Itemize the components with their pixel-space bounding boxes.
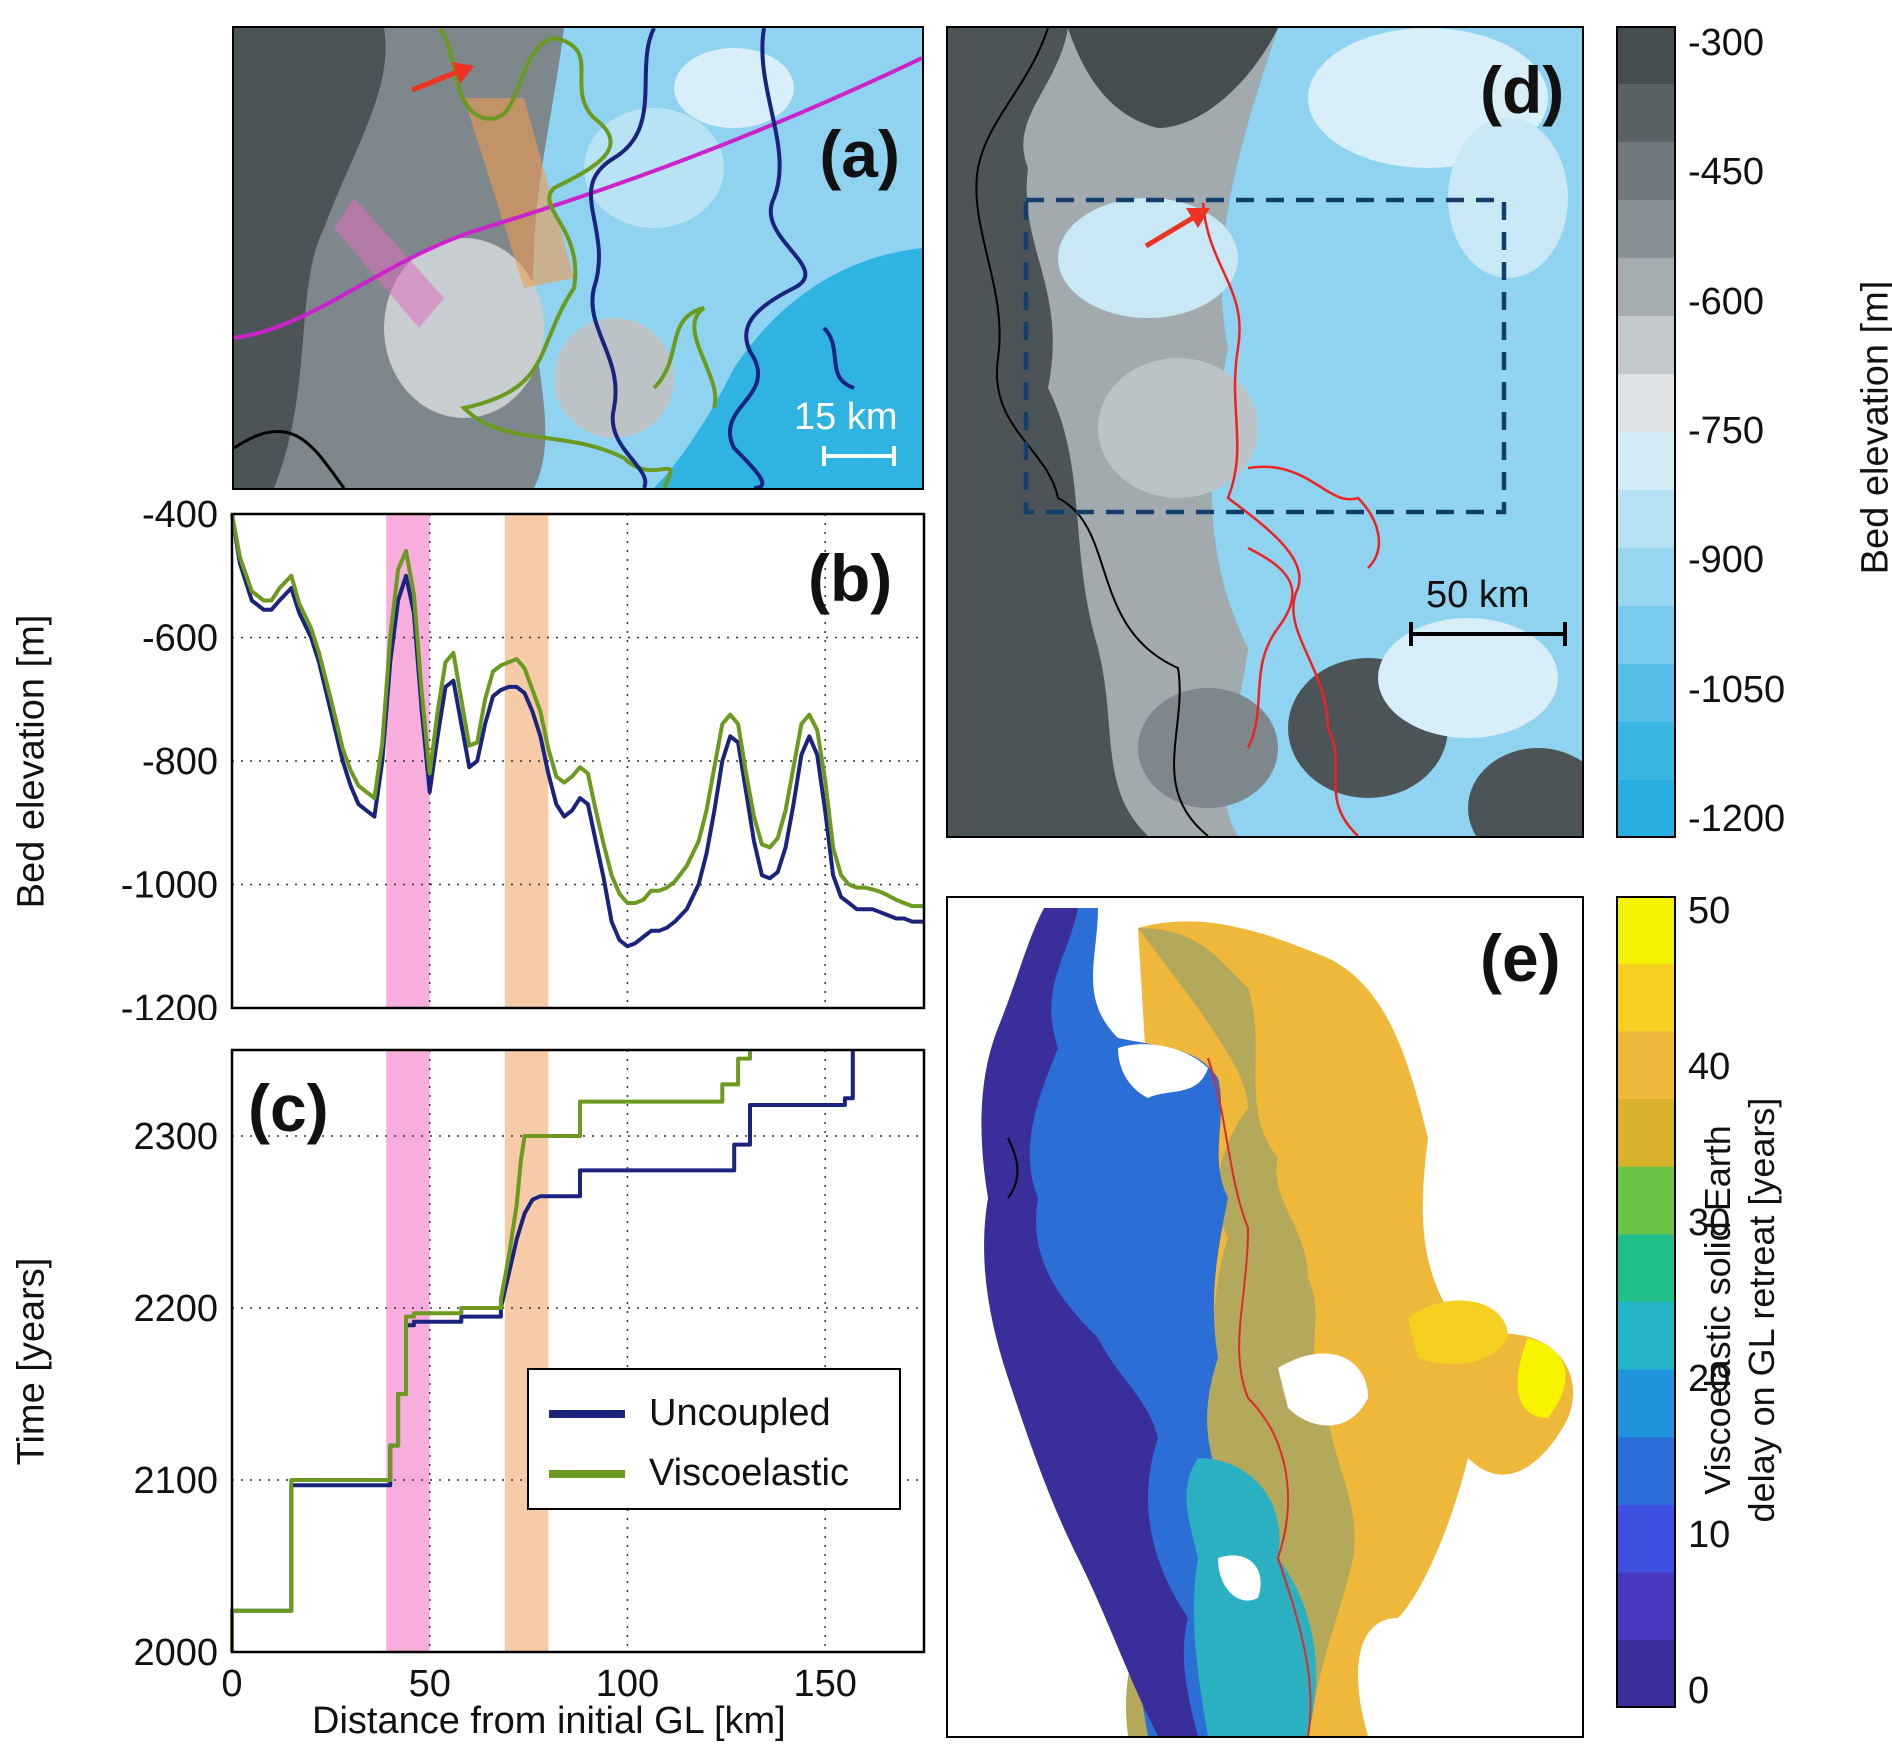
colorbar-tick-label: -600	[1688, 281, 1764, 324]
legend-swatch-viscoelastic	[549, 1470, 625, 1478]
panel-b-plot: -400 -600 -800 -1000 -1200	[0, 500, 930, 1020]
y-tick-label: -800	[142, 741, 218, 783]
y-tick-label: -400	[142, 500, 218, 536]
panel-c-label: (c)	[248, 1070, 329, 1146]
colorbar-swatch	[1616, 1302, 1676, 1370]
colorbar-swatch	[1616, 84, 1676, 143]
colorbar-swatch	[1616, 1031, 1676, 1099]
colorbar-swatch	[1616, 964, 1676, 1032]
colorbar-swatch	[1616, 432, 1676, 491]
panel-b-label: (b)	[808, 540, 892, 616]
y-tick-label: -600	[142, 618, 218, 660]
colorbar-tick-label: -450	[1688, 151, 1764, 194]
panel-e-label: (e)	[1480, 920, 1561, 996]
band-orange	[505, 1050, 548, 1652]
panel-e-delay-map	[948, 898, 1582, 1736]
y-tick-label: 2200	[133, 1288, 218, 1330]
colorbar-tick-label: -1050	[1688, 669, 1785, 712]
colorbar-tick-label: -1200	[1688, 798, 1785, 841]
panel-d-map: (d) 50 km	[946, 26, 1584, 838]
colorbar-swatch	[1616, 606, 1676, 665]
colorbar-swatch	[1616, 780, 1676, 838]
y-tick-label: 2000	[133, 1632, 218, 1674]
colorbar-tick-label: 0	[1688, 1670, 1709, 1713]
colorbar-tick-label: -750	[1688, 410, 1764, 453]
colorbar-swatch	[1616, 1640, 1676, 1708]
y-tick-label: 2300	[133, 1116, 218, 1158]
colorbar-swatch	[1616, 1167, 1676, 1235]
panel-a-map: (a) 15 km	[232, 26, 924, 490]
panel-d-label: (d)	[1480, 52, 1564, 128]
delay-colorbar-scale	[1616, 896, 1676, 1708]
colorbar-swatch	[1616, 548, 1676, 607]
panel-d-bed-map	[948, 28, 1582, 836]
panel-e-map: (e)	[946, 896, 1584, 1738]
plot-frame	[232, 1050, 924, 1652]
bed-colorbar-label: Bed elevation [m]	[1855, 178, 1892, 678]
legend-label-uncoupled: Uncoupled	[649, 1392, 831, 1435]
legend: Uncoupled Viscoelastic	[527, 1368, 901, 1510]
colorbar-swatch	[1616, 896, 1676, 964]
panel-c-ylabel: Time [years]	[11, 1242, 54, 1482]
colorbar-swatch	[1616, 1370, 1676, 1438]
panel-a-label: (a)	[819, 116, 900, 192]
colorbar-swatch	[1616, 316, 1676, 375]
colorbar-swatch	[1616, 1099, 1676, 1167]
colorbar-swatch	[1616, 1573, 1676, 1641]
colorbar-tick-label: -900	[1688, 539, 1764, 582]
panel-b-chart: -400 -600 -800 -1000 -1200 (b) Bed elevation…	[0, 500, 930, 1020]
colorbar-swatch	[1616, 142, 1676, 201]
colorbar-swatch	[1616, 1505, 1676, 1573]
panel-d-scalebar-label: 50 km	[1426, 574, 1529, 617]
colorbar-swatch	[1616, 374, 1676, 433]
panel-c-xlabel: Distance from initial GL [km]	[312, 1700, 786, 1743]
panel-b-ylabel: Bed elevation [m]	[11, 592, 54, 932]
colorbar-swatch	[1616, 1234, 1676, 1302]
colorbar-swatch	[1616, 664, 1676, 723]
bed-colorbar: -300-450-600-750-900-1050-1200 Bed eleva…	[1616, 26, 1892, 838]
colorbar-swatch	[1616, 200, 1676, 259]
colorbar-tick-label: 50	[1688, 890, 1730, 933]
y-tick-label: -1200	[121, 988, 218, 1020]
legend-label-viscoelastic: Viscoelastic	[649, 1452, 849, 1495]
panel-c-chart: 2000 2100 2200 2300 0 50 100 150 (c) Time [year…	[0, 1040, 930, 1747]
y-tick-label: -1000	[121, 865, 218, 907]
y-tick-label: 2100	[133, 1460, 218, 1502]
colorbar-swatch	[1616, 26, 1676, 85]
delay-colorbar-label-line2: delay on GL retreat [years]	[1740, 1010, 1784, 1610]
x-tick-label: 100	[596, 1663, 659, 1705]
colorbar-swatch	[1616, 722, 1676, 781]
delay-colorbar-label: Viscoelastic solid Earth delay on GL ret…	[1696, 1010, 1784, 1610]
panel-a-scalebar-label: 15 km	[794, 396, 897, 439]
bed-colorbar-scale	[1616, 26, 1676, 838]
delay-colorbar-label-line1: Viscoelastic solid Earth	[1696, 1010, 1740, 1610]
colorbar-swatch	[1616, 258, 1676, 317]
colorbar-tick-label: -300	[1688, 22, 1764, 65]
legend-swatch-uncoupled	[549, 1410, 625, 1418]
x-tick-label: 150	[793, 1663, 856, 1705]
colorbar-swatch	[1616, 490, 1676, 549]
x-tick-label: 0	[221, 1663, 242, 1705]
x-tick-label: 50	[409, 1663, 451, 1705]
colorbar-swatch	[1616, 1437, 1676, 1505]
